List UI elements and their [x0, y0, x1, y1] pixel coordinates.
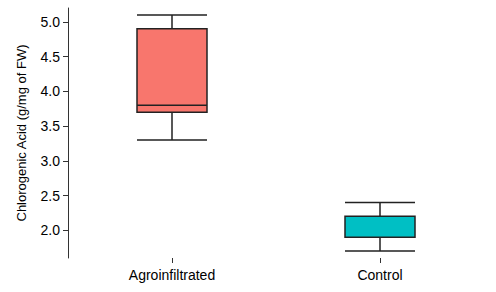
svg-text:5.0: 5.0 — [41, 14, 61, 30]
svg-text:4.5: 4.5 — [41, 49, 61, 65]
svg-text:4.0: 4.0 — [41, 83, 61, 99]
svg-text:3.5: 3.5 — [41, 118, 61, 134]
svg-text:Chlorogenic Acid (g/mg of FW): Chlorogenic Acid (g/mg of FW) — [14, 44, 29, 221]
svg-text:Control: Control — [357, 267, 402, 283]
svg-text:3.0: 3.0 — [41, 153, 61, 169]
svg-text:Agroinfiltrated: Agroinfiltrated — [129, 267, 215, 283]
svg-text:2.5: 2.5 — [41, 188, 61, 204]
svg-text:2.0: 2.0 — [41, 222, 61, 238]
